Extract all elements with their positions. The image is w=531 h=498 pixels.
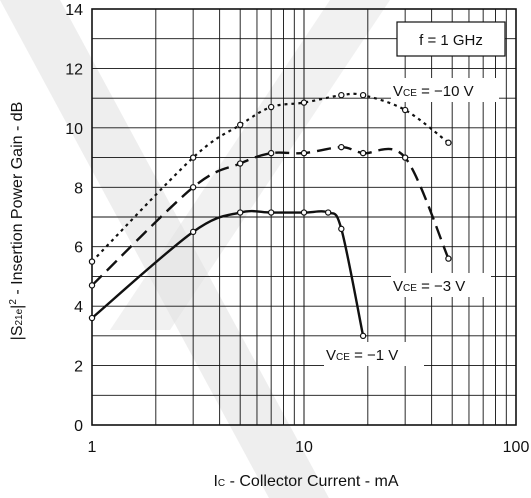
grid-lines <box>92 9 516 425</box>
data-point <box>88 282 96 289</box>
x-tick-label: 10 <box>295 439 313 456</box>
y-tick-label: 0 <box>74 418 83 435</box>
x-tick-label: 100 <box>503 439 530 456</box>
y-tick-label: 4 <box>74 299 83 316</box>
data-point <box>236 121 244 129</box>
data-point <box>300 99 308 106</box>
data-point <box>300 209 308 216</box>
data-point <box>359 332 367 340</box>
series-label: VCE = −10 V <box>393 83 474 100</box>
data-point <box>300 149 308 157</box>
x-tick-label: 1 <box>88 439 97 456</box>
y-tick-label: 8 <box>74 180 83 197</box>
condition-label: f = 1 GHz <box>419 32 483 49</box>
data-point <box>189 154 197 161</box>
series-label-backdrop <box>324 342 424 366</box>
condition-box: f = 1 GHz <box>396 21 506 57</box>
series-label: VCE = −3 V <box>393 278 465 295</box>
data-point <box>88 314 96 322</box>
data-point <box>267 149 275 157</box>
series-label: VCE = −1 V <box>326 347 398 364</box>
data-point <box>189 228 197 236</box>
y-tick-label: 12 <box>65 61 83 78</box>
watermark-stripe <box>110 0 390 330</box>
data-point <box>359 91 367 99</box>
series-labels: VCE = −10 V VCE = −3 V VCE = −1 V <box>324 78 499 366</box>
watermark-stripe <box>0 0 329 498</box>
data-point <box>401 154 409 161</box>
y-tick-label: 14 <box>65 2 83 19</box>
data-point <box>324 209 332 216</box>
data-point <box>236 209 244 216</box>
data-point <box>445 139 452 146</box>
data-point <box>338 91 345 99</box>
series-line-1 <box>91 92 450 263</box>
data-point <box>88 258 96 265</box>
watermark <box>0 0 390 498</box>
data-point <box>189 184 197 191</box>
data-point <box>267 209 275 216</box>
x-axis-label: IC - Collector Current - mA <box>213 473 398 490</box>
data-point <box>359 149 367 157</box>
y-tick-label: 6 <box>74 240 83 257</box>
series-label-backdrop <box>391 78 499 102</box>
plot-frame <box>91 8 517 426</box>
data-point <box>445 255 452 262</box>
data-point <box>236 160 244 167</box>
data-point <box>401 106 409 114</box>
data-point <box>267 103 275 111</box>
data-point <box>338 225 345 233</box>
y-axis-label: |S21e|2 - Insertion Power Gain - dB <box>8 102 26 341</box>
data-point <box>338 143 345 151</box>
tick-labels: 0 2 4 6 8 10 12 14 1 10 100 <box>65 2 529 456</box>
y-tick-label: 2 <box>74 359 83 376</box>
y-tick-label: 10 <box>65 121 83 138</box>
series-group <box>88 91 452 340</box>
series-label-backdrop <box>391 273 491 297</box>
